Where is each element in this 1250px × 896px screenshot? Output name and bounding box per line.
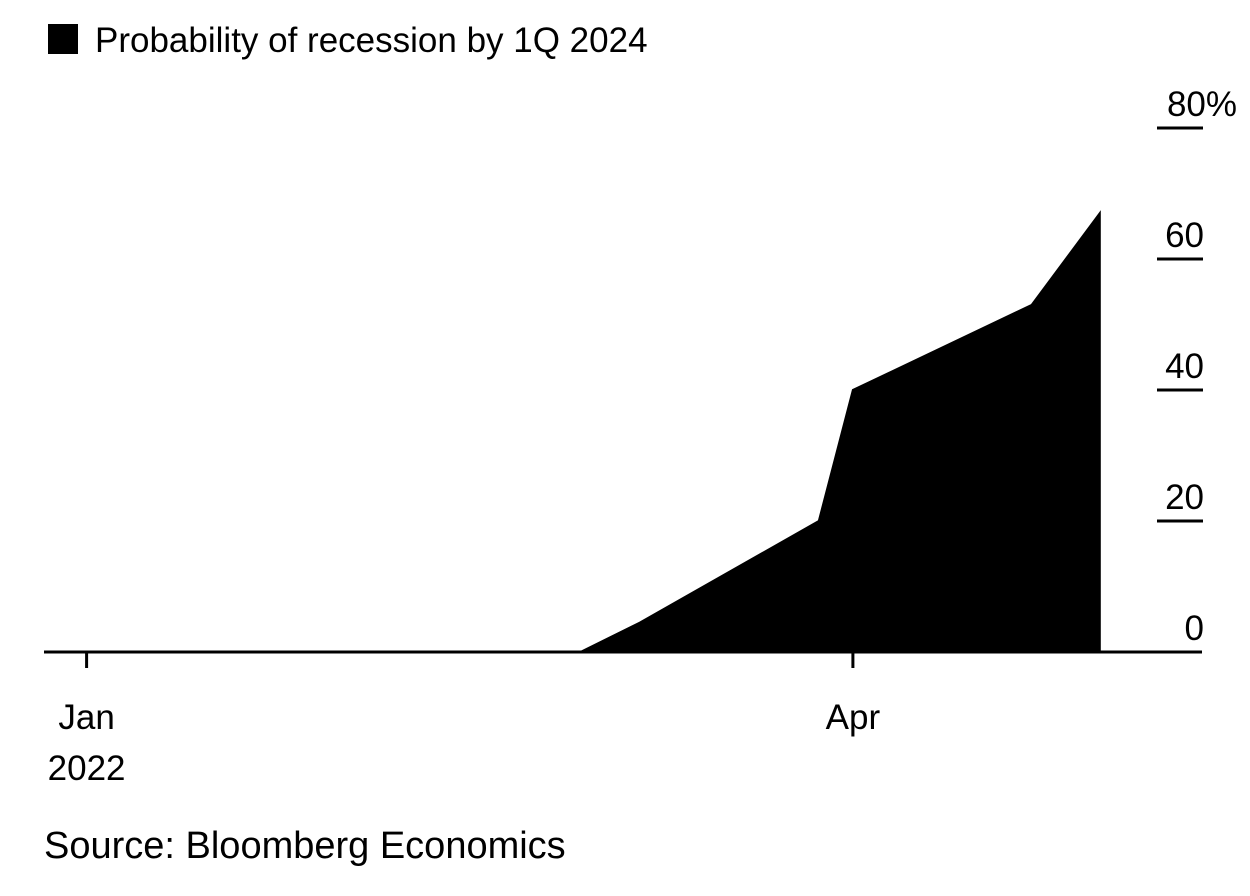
series-area	[86, 210, 1101, 653]
data-point	[1099, 212, 1101, 214]
y-tick-label: 40	[1165, 347, 1204, 386]
data-point	[1031, 304, 1033, 306]
legend-swatch	[48, 24, 78, 54]
y-tick-label: 60	[1165, 216, 1204, 255]
y-tick-label: 20	[1165, 478, 1204, 517]
y-tick-label: 80%	[1167, 85, 1237, 124]
data-point	[818, 520, 820, 522]
x-tick-label: Apr	[826, 698, 881, 737]
y-tick-label: 0	[1185, 609, 1204, 648]
y-axis: 0 20 40 60 80%	[1157, 85, 1237, 648]
legend-label: Probability of recession by 1Q 2024	[95, 21, 648, 60]
x-tick-label: Jan	[58, 698, 114, 737]
plot-area	[86, 210, 1101, 653]
data-point	[639, 622, 641, 624]
data-point	[852, 389, 854, 391]
source-note: Source: Bloomberg Economics	[44, 825, 566, 867]
legend: Probability of recession by 1Q 2024	[48, 21, 648, 60]
x-axis: Jan 2022 Apr	[44, 650, 1202, 788]
x-tick-sublabel: 2022	[48, 749, 126, 788]
